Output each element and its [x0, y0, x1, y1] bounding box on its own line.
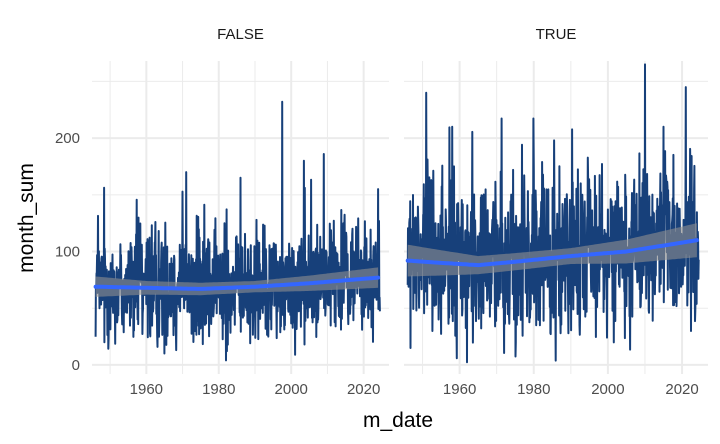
y-tick-label: 0 [72, 357, 80, 374]
x-tick-label: 1960 [443, 381, 476, 398]
trend-line [93, 275, 381, 291]
panel-true [404, 61, 708, 374]
trend-line [405, 238, 699, 268]
x-tick-label: 2020 [665, 381, 698, 398]
series-line [94, 100, 381, 362]
x-axis-title: m_date [363, 409, 433, 432]
panel-false [92, 61, 389, 374]
x-tick-label: 1980 [517, 381, 550, 398]
x-tick-label: 1960 [130, 381, 163, 398]
y-tick-label: 100 [55, 244, 80, 261]
x-tick-label: 2000 [275, 381, 308, 398]
y-tick-labels: 0 100 200 [55, 130, 80, 374]
series-line [406, 63, 700, 364]
y-tick-label: 200 [55, 130, 80, 147]
strip-label-true: TRUE [536, 26, 577, 43]
x-tick-label: 2020 [347, 381, 380, 398]
x-tick-labels: 1960 1980 2000 2020 1960 1980 2000 2020 [130, 381, 699, 398]
y-axis-title: month_sum [15, 163, 38, 273]
x-tick-label: 2000 [591, 381, 624, 398]
x-tick-label: 1980 [202, 381, 235, 398]
strip-label-false: FALSE [217, 26, 264, 43]
